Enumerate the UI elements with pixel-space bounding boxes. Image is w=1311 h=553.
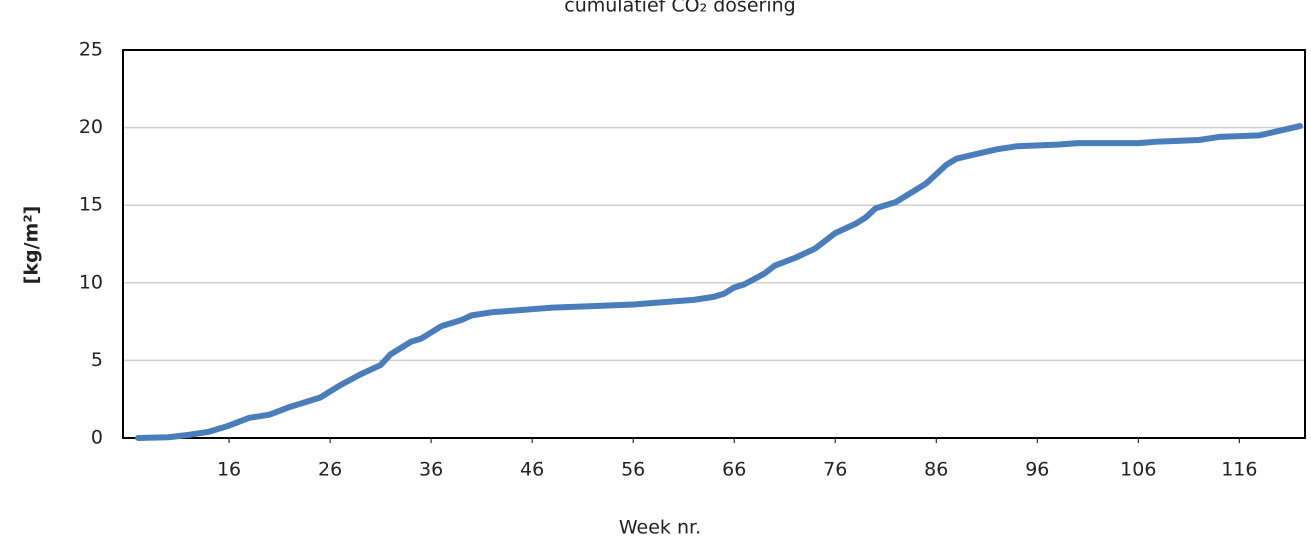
plot-border <box>122 49 1306 439</box>
x-tick-label: 106 <box>1120 459 1156 481</box>
x-tick-label: 66 <box>722 459 746 481</box>
y-tick-label: 15 <box>79 194 103 216</box>
x-tick-label: 76 <box>823 459 847 481</box>
chart-title: cumulatief CO₂ dosering <box>564 0 795 17</box>
x-tick-label: 96 <box>1025 459 1049 481</box>
x-tick-label: 86 <box>924 459 948 481</box>
x-tick-label: 16 <box>217 459 241 481</box>
y-tick-label: 5 <box>91 349 103 371</box>
x-tick-label: 56 <box>621 459 645 481</box>
x-tick-label: 36 <box>419 459 443 481</box>
x-tick-label: 116 <box>1221 459 1257 481</box>
x-tick-label: 26 <box>318 459 342 481</box>
y-tick-label: 0 <box>91 427 103 449</box>
data-line <box>135 123 1303 441</box>
x-axis-title: Week nr. <box>619 517 701 539</box>
y-tick-label: 20 <box>79 116 103 138</box>
y-axis-title: [kg/m²] <box>21 206 43 285</box>
x-tick-label: 46 <box>520 459 544 481</box>
y-tick-label: 25 <box>79 39 103 61</box>
y-tick-label: 10 <box>79 271 103 293</box>
